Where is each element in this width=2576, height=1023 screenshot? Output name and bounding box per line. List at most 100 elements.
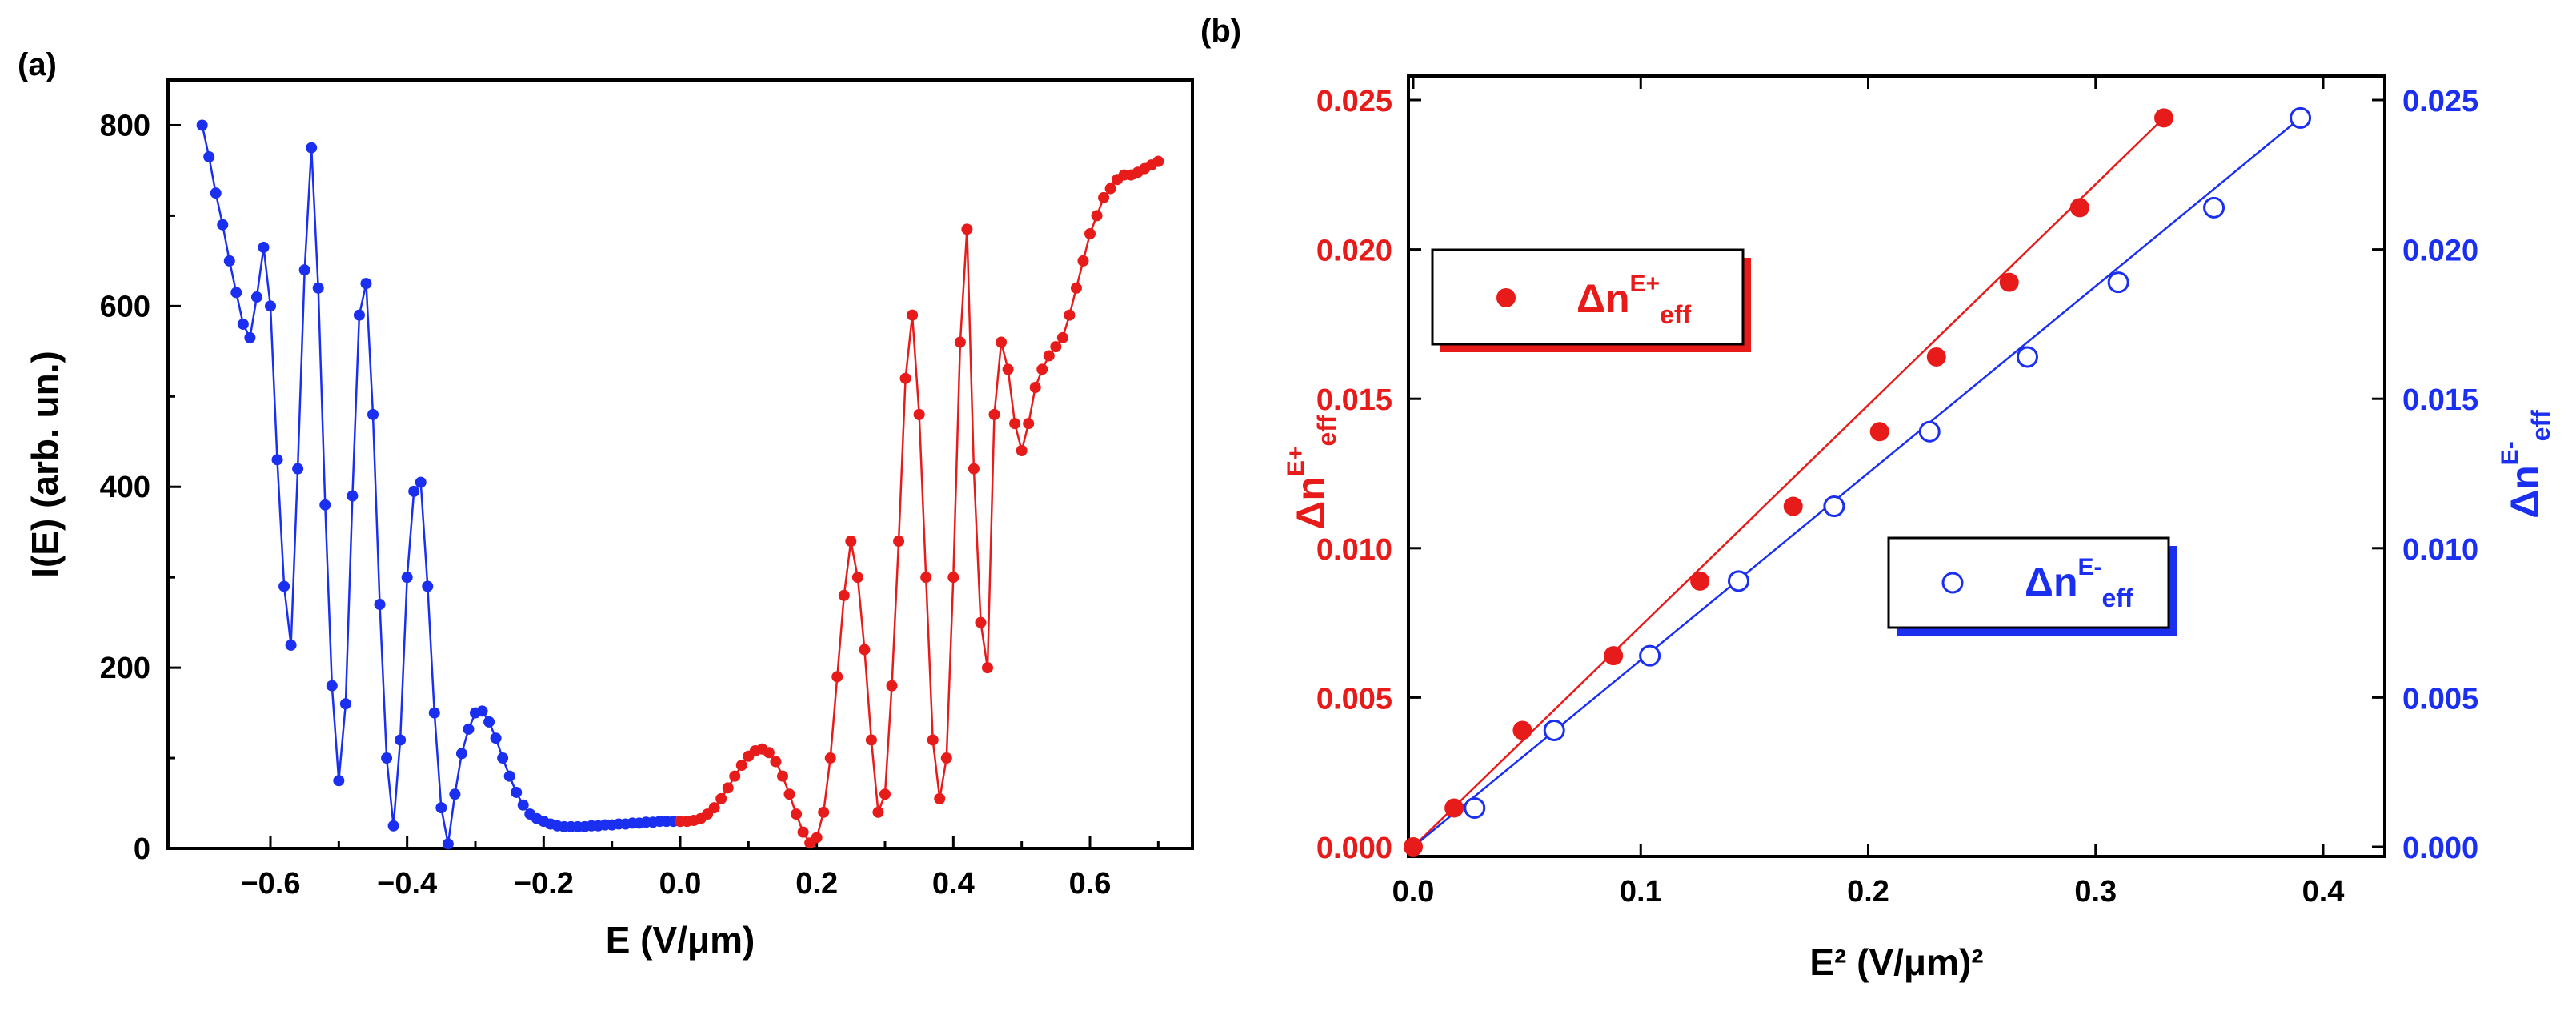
- panel-a-data-point: [715, 792, 727, 804]
- panel-a-data-point: [940, 752, 952, 764]
- panel-b-x-tick-label: 0.3: [2074, 875, 2117, 909]
- panel-a-data-point: [879, 788, 891, 800]
- panel-a-data-point: [395, 734, 407, 746]
- panel-a-x-tick-label: 0.0: [659, 867, 702, 901]
- panel-a-y-axis-label: I(E) (arb. un.): [24, 351, 66, 578]
- panel-a-data-point: [223, 255, 235, 267]
- panel-a-data-point: [859, 644, 871, 656]
- panel-b-data-point-positive: [2154, 108, 2174, 128]
- panel-a-data-point: [1050, 341, 1062, 353]
- panel-a-x-tick-label: 0.2: [795, 867, 838, 901]
- legend-negative-label: ΔnE-eff: [2025, 554, 2133, 612]
- panel-a-x-tick-label: 0.6: [1069, 867, 1112, 901]
- panel-b-left-y-tick-label: 0.000: [1316, 832, 1392, 865]
- panel-b-frame: [1407, 74, 2386, 858]
- panel-a-data-point: [763, 747, 775, 759]
- panel-a-data-point: [811, 832, 823, 844]
- panel-b-fit-line-positive: [1412, 117, 2165, 848]
- panel-a-data-point: [298, 264, 310, 276]
- panel-a-data-point: [483, 716, 495, 728]
- panel-a-data-point: [442, 838, 454, 850]
- panel-a-data-point: [408, 485, 420, 497]
- panel-a-y-tick-label: 200: [100, 652, 150, 685]
- panel-b-data-point-positive: [1926, 347, 1946, 367]
- panel-a-data-point: [968, 463, 980, 475]
- panel-a-data-point: [770, 756, 782, 768]
- panel-a-data-point: [777, 770, 788, 782]
- panel-a-data-point: [797, 826, 809, 838]
- panel-a-data-point: [203, 151, 215, 162]
- panel-a-data-point: [872, 806, 884, 818]
- panel-a-data-point: [907, 309, 919, 321]
- panel-a-data-point: [913, 408, 925, 420]
- panel-b-data-point-positive: [1783, 496, 1803, 516]
- panel-a-data-point: [975, 616, 987, 628]
- panel-b-x-ticks: 0.0 0.1 0.2 0.3 0.4: [1392, 76, 2344, 909]
- panel-a-x-ticks: −0.6 −0.4 −0.2 0.0 0.2 0.4 0.6: [240, 836, 1160, 901]
- panel-b-left-y-tick-label: 0.015: [1316, 383, 1392, 417]
- panel-b-left-y-ticks: 0.000 0.005 0.010 0.015 0.020 0.025: [1316, 85, 1421, 865]
- panel-a-data-point: [1098, 191, 1110, 203]
- panel-a-data-point: [1016, 445, 1028, 457]
- panel-a-data-point: [1009, 418, 1021, 430]
- panel-a-data-point: [1084, 228, 1096, 239]
- panel-b-data-point-positive: [1404, 837, 1423, 857]
- panel-b-right-y-tick-label: 0.015: [2402, 383, 2478, 417]
- panel-a-data-point: [381, 752, 393, 764]
- panel-a-data-point: [818, 806, 830, 818]
- panel-a-data-point: [934, 792, 946, 804]
- panel-b-data-point-positive: [1690, 571, 1710, 591]
- panel-a-data-point: [927, 734, 939, 746]
- panel-b-series-points: [1404, 106, 2312, 857]
- panel-b-data-point-positive: [2069, 198, 2089, 218]
- panel-a-data-point: [367, 408, 379, 420]
- panel-a-data-point: [230, 287, 242, 299]
- panel-a-data-point: [1056, 331, 1068, 343]
- panel-a-data-point: [831, 671, 843, 683]
- panel-a-data-point: [339, 698, 351, 710]
- panel-a-data-point: [217, 219, 229, 231]
- panel-a-data-point: [258, 241, 270, 253]
- panel-a-data-point: [285, 639, 297, 651]
- panel-a-data-point: [503, 770, 515, 782]
- panel-a-data-point: [497, 752, 509, 764]
- panel-a-data-point: [947, 572, 959, 584]
- panel-a-data-point: [292, 463, 304, 475]
- panel-b-label: (b): [1200, 14, 1241, 49]
- panel-a-data-point: [988, 408, 1000, 420]
- legend-positive-marker: [1496, 288, 1516, 307]
- panel-a-data-point: [920, 572, 932, 584]
- panel-b-right-y-tick-label: 0.000: [2402, 832, 2478, 865]
- panel-b-right-y-tick-label: 0.025: [2402, 85, 2478, 118]
- panel-a-data-point: [511, 786, 523, 798]
- panel-a-x-tick-label: 0.4: [932, 867, 975, 901]
- panel-a-data-point: [476, 705, 488, 717]
- panel-a-data-point: [237, 318, 249, 330]
- panel-a-data-point: [347, 490, 359, 502]
- panel-a-data-point: [428, 707, 440, 719]
- panel-b-data-point-negative: [1543, 719, 1565, 741]
- panel-a-data-point: [824, 752, 836, 764]
- panel-a-data-point: [729, 770, 741, 782]
- panel-a-data-point: [845, 536, 857, 547]
- panel-b-data-point-negative: [2290, 106, 2312, 129]
- panel-b-right-y-tick-label: 0.005: [2402, 682, 2478, 716]
- panel-a-data-point: [422, 580, 434, 592]
- panel-a-data-point: [312, 282, 324, 294]
- panel-a-data-point: [722, 782, 734, 794]
- panel-a-data-point: [954, 336, 966, 348]
- panel-b: (b) 0.0 0.1 0.2 0.3 0.4 0.000 0.005 0.010 0.015…: [1200, 14, 2555, 983]
- panel-a-data-point: [271, 454, 283, 466]
- panel-b-left-y-tick-label: 0.020: [1316, 235, 1392, 268]
- panel-b-right-y-tick-label: 0.010: [2402, 533, 2478, 567]
- panel-a-y-tick-label: 600: [100, 290, 150, 323]
- panel-a-data-point: [435, 802, 447, 814]
- panel-b-data-point-negative: [2107, 271, 2129, 294]
- panel-a-data-point: [319, 499, 331, 511]
- panel-a-data-point: [415, 476, 427, 488]
- panel-a-x-tick-label: −0.4: [377, 867, 437, 901]
- panel-b-data-point-positive: [1604, 646, 1624, 666]
- panel-b-right-y-axis-label: ΔnE-eff: [2497, 410, 2555, 519]
- panel-a-data-point: [326, 680, 338, 692]
